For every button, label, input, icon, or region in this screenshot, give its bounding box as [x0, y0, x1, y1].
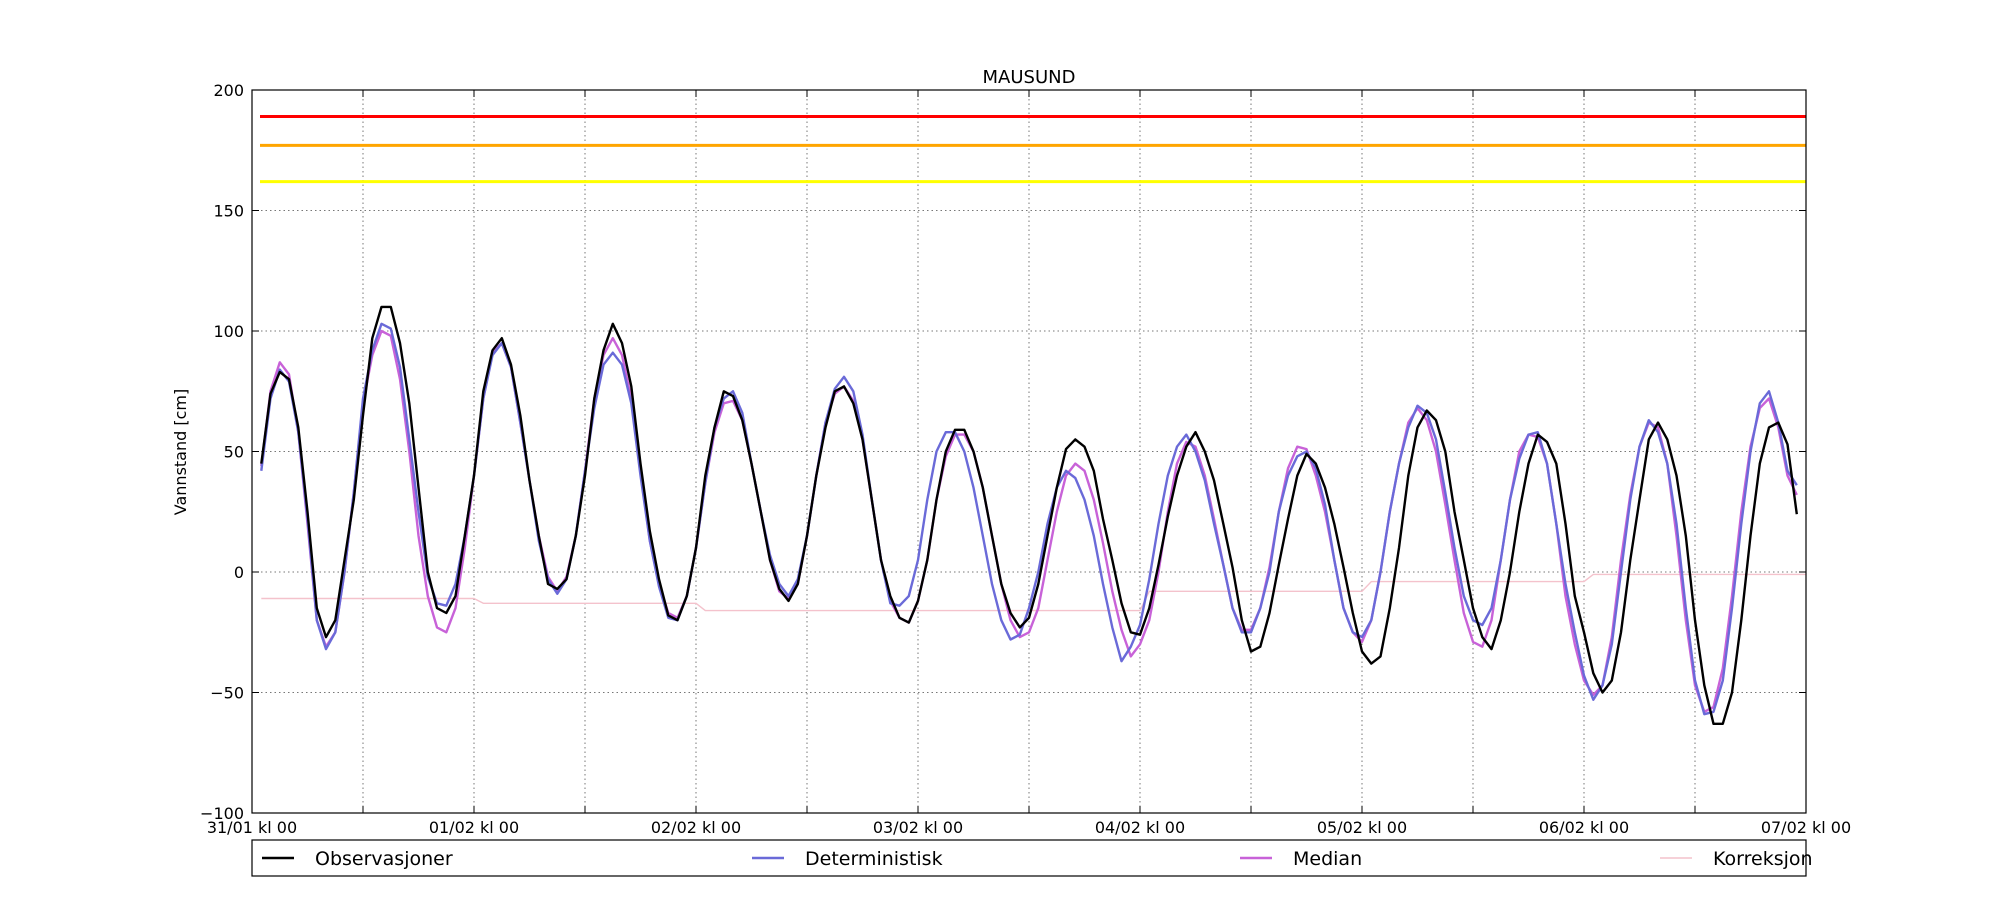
x-tick-label: 05/02 kl 00 [1317, 818, 1407, 837]
x-tick-label: 07/02 kl 00 [1761, 818, 1851, 837]
threshold-lines [260, 115, 1806, 184]
y-tick-label: −50 [210, 684, 244, 703]
x-tick-label: 01/02 kl 00 [429, 818, 519, 837]
legend-label: Observasjoner [315, 848, 453, 870]
series-line-observasjoner [260, 305, 1798, 725]
x-tick-label: 03/02 kl 00 [873, 818, 963, 837]
legend: Observasjoner Deterministisk Median Korreks… [251, 839, 1813, 877]
legend-label: Deterministisk [805, 848, 943, 870]
legend-label: Korreksjon [1713, 848, 1813, 870]
y-tick-label: 100 [213, 322, 244, 341]
y-tick-label: 150 [213, 202, 244, 221]
x-tick-label: 06/02 kl 00 [1539, 818, 1629, 837]
x-tick-label: 02/02 kl 00 [651, 818, 741, 837]
y-tick-label: 50 [224, 443, 244, 462]
x-tick-label: 04/02 kl 00 [1095, 818, 1185, 837]
axis-ticks: 31/01 kl 00 01/02 kl 00 02/02 kl 00 03/02 k… [200, 81, 1851, 837]
legend-box [251, 839, 1807, 877]
y-tick-label: 200 [213, 81, 244, 100]
y-tick-label: −100 [200, 804, 244, 823]
series-layer [260, 305, 1806, 725]
x-tick-label: 31/01 kl 00 [207, 818, 297, 837]
y-tick-label: 0 [234, 563, 244, 582]
y-axis-label: Vannstand [cm] [171, 389, 190, 515]
chart-title: MAUSUND [983, 67, 1076, 88]
grid-lines [252, 90, 1806, 813]
legend-label: Median [1293, 848, 1362, 870]
